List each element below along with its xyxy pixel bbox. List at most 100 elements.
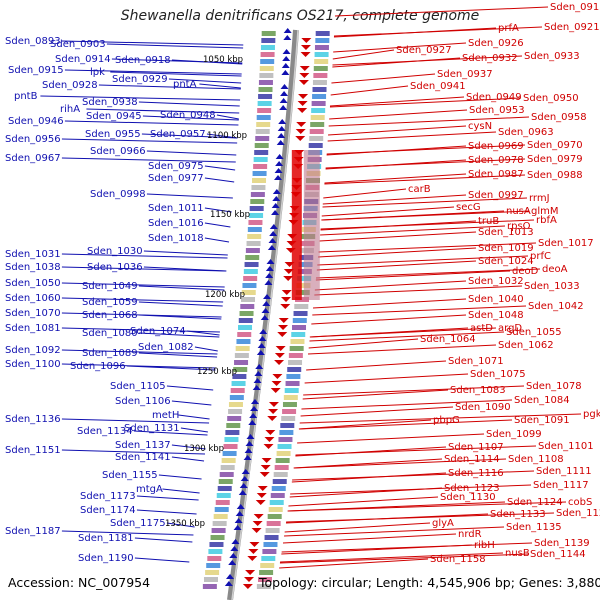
gene-label-lpk[interactable]: lpk [90, 67, 105, 78]
gene-label-sden_1083[interactable]: Sden_1083 [450, 385, 506, 396]
gene-label-sden_1092[interactable]: Sden_1092 [5, 345, 61, 356]
gene-label-sden_1133[interactable]: Sden_1133 [490, 509, 546, 520]
gene-label-sden_0950[interactable]: Sden_0950 [523, 93, 579, 104]
gene-label-secg[interactable]: secG [456, 202, 481, 213]
gene-label-mtga[interactable]: mtgA [136, 484, 163, 495]
gene-label-sden_1013[interactable]: Sden_1013 [478, 227, 534, 238]
gene-label-sden_0956[interactable]: Sden_0956 [5, 134, 61, 145]
gene-label-sden_0975[interactable]: Sden_0975 [148, 161, 204, 172]
gene-label-sden_1124[interactable]: Sden_1124 [507, 497, 563, 508]
gene-label-sden_1139[interactable]: Sden_1139 [534, 538, 590, 549]
gene-label-sden_1190[interactable]: Sden_1190 [78, 553, 134, 564]
gene-label-sden_1030[interactable]: Sden_1030 [87, 246, 143, 257]
gene-label-sden_0946[interactable]: Sden_0946 [8, 116, 64, 127]
gene-label-sden_1062[interactable]: Sden_1062 [498, 340, 554, 351]
gene-label-astd[interactable]: astD [470, 323, 493, 334]
gene-label-sden_1091[interactable]: Sden_1091 [514, 415, 570, 426]
gene-label-pgk[interactable]: pgk [583, 409, 600, 420]
gene-label-sden_1096[interactable]: Sden_1096 [70, 361, 126, 372]
gene-label-sden_1032[interactable]: Sden_1032 [468, 276, 524, 287]
gene-label-sden_1049[interactable]: Sden_1049 [82, 281, 138, 292]
gene-label-sden_1187[interactable]: Sden_1187 [5, 526, 61, 537]
gene-label-sden_1175[interactable]: Sden_1175 [110, 518, 166, 529]
gene-label-sden_1108[interactable]: Sden_1108 [508, 454, 564, 465]
gene-label-ribh[interactable]: ribH [474, 540, 495, 551]
gene-label-sden_1116[interactable]: Sden_1116 [448, 468, 504, 479]
gene-label-sden_1141[interactable]: Sden_1141 [115, 452, 171, 463]
gene-label-sden_1075[interactable]: Sden_1075 [470, 369, 526, 380]
gene-label-sden_1060[interactable]: Sden_1060 [5, 293, 61, 304]
gene-label-sden_0955[interactable]: Sden_0955 [85, 129, 141, 140]
gene-label-sden_1078[interactable]: Sden_1078 [526, 381, 582, 392]
gene-label-sden_1064[interactable]: Sden_1064 [420, 334, 476, 345]
gene-label-rrmj[interactable]: rrmJ [529, 193, 550, 204]
gene-label-sden_1100[interactable]: Sden_1100 [5, 359, 61, 370]
gene-label-riha[interactable]: rihA [60, 104, 80, 115]
gene-label-sden_1031[interactable]: Sden_1031 [5, 249, 61, 260]
gene-label-sden_1130[interactable]: Sden_1130 [440, 492, 496, 503]
gene-label-sden_0970[interactable]: Sden_0970 [527, 140, 583, 151]
gene-label-sden_0978[interactable]: Sden_0978 [468, 155, 524, 166]
gene-label-sden_0929[interactable]: Sden_0929 [112, 74, 168, 85]
gene-label-sden_0969[interactable]: Sden_0969 [468, 141, 524, 152]
gene-label-sden_0915[interactable]: Sden_0915 [8, 65, 64, 76]
gene-label-sden_1074[interactable]: Sden_1074 [130, 326, 186, 337]
gene-label-sden_0966[interactable]: Sden_0966 [90, 146, 146, 157]
gene-label-sden_1016[interactable]: Sden_1016 [148, 218, 204, 229]
gene-label-sden_1127[interactable]: Sden_1127 [556, 508, 600, 519]
gene-label-sden_1018[interactable]: Sden_1018 [148, 233, 204, 244]
gene-label-sden_1117[interactable]: Sden_1117 [533, 480, 589, 491]
gene-label-nrdr[interactable]: nrdR [458, 529, 482, 540]
gene-label-sden_1135[interactable]: Sden_1135 [506, 522, 562, 533]
gene-label-sden_1017[interactable]: Sden_1017 [538, 238, 594, 249]
gene-label-sden_1042[interactable]: Sden_1042 [528, 301, 584, 312]
gene-label-sden_1144[interactable]: Sden_1144 [530, 549, 586, 560]
gene-label-argd[interactable]: argD [498, 323, 522, 334]
gene-label-rpso[interactable]: rpsO [507, 221, 531, 232]
gene-label-sden_1123[interactable]: Sden_1123 [444, 483, 500, 494]
gene-label-pntb[interactable]: pntB [14, 91, 38, 102]
gene-label-meth[interactable]: metH [152, 410, 179, 421]
gene-label-sden_1033[interactable]: Sden_1033 [524, 281, 580, 292]
gene-label-sden_1174[interactable]: Sden_1174 [80, 505, 136, 516]
gene-label-sden_0912[interactable]: Sden_0912 [550, 2, 600, 13]
gene-label-sden_0948[interactable]: Sden_0948 [160, 110, 216, 121]
gene-label-sden_0926[interactable]: Sden_0926 [468, 38, 524, 49]
gene-label-sden_0928[interactable]: Sden_0928 [42, 80, 98, 91]
gene-label-sden_1151[interactable]: Sden_1151 [5, 445, 61, 456]
gene-label-sden_1107[interactable]: Sden_1107 [448, 442, 504, 453]
gene-label-sden_1080[interactable]: Sden_1080 [82, 328, 138, 339]
gene-label-deoa[interactable]: deoA [542, 264, 568, 275]
gene-label-sden_1071[interactable]: Sden_1071 [448, 356, 504, 367]
gene-label-sden_0937[interactable]: Sden_0937 [437, 69, 493, 80]
gene-label-sden_0987[interactable]: Sden_0987 [468, 169, 524, 180]
gene-label-prfc[interactable]: prfC [530, 251, 551, 262]
gene-label-sden_0927[interactable]: Sden_0927 [396, 45, 452, 56]
gene-label-sden_1099[interactable]: Sden_1099 [486, 429, 542, 440]
gene-label-sden_1082[interactable]: Sden_1082 [138, 342, 194, 353]
gene-label-sden_1081[interactable]: Sden_1081 [5, 323, 61, 334]
gene-label-nusa[interactable]: nusA [506, 206, 531, 217]
gene-label-sden_1134[interactable]: Sden_1134 [77, 426, 133, 437]
gene-label-sden_0938[interactable]: Sden_0938 [82, 97, 138, 108]
gene-label-sden_0957[interactable]: Sden_0957 [150, 129, 206, 140]
gene-label-sden_1059[interactable]: Sden_1059 [82, 297, 138, 308]
gene-label-sden_1084[interactable]: Sden_1084 [514, 395, 570, 406]
gene-label-sden_1106[interactable]: Sden_1106 [115, 396, 171, 407]
gene-label-sden_1011[interactable]: Sden_1011 [148, 203, 204, 214]
gene-label-sden_1131[interactable]: Sden_1131 [124, 423, 180, 434]
gene-label-nusb[interactable]: nusB [505, 548, 530, 559]
gene-label-sden_1050[interactable]: Sden_1050 [5, 278, 61, 289]
gene-label-sden_0979[interactable]: Sden_0979 [527, 154, 583, 165]
gene-label-sden_1114[interactable]: Sden_1114 [444, 454, 500, 465]
gene-label-sden_1136[interactable]: Sden_1136 [5, 414, 61, 425]
gene-label-sden_0997[interactable]: Sden_0997 [468, 190, 524, 201]
gene-label-rbfa[interactable]: rbfA [536, 215, 557, 226]
gene-label-sden_1048[interactable]: Sden_1048 [468, 310, 524, 321]
gene-label-glmm[interactable]: glmM [531, 206, 559, 217]
gene-label-sden_0958[interactable]: Sden_0958 [531, 112, 587, 123]
gene-label-cobs[interactable]: cobS [568, 497, 592, 508]
gene-label-sden_1173[interactable]: Sden_1173 [80, 491, 136, 502]
gene-label-sden_1038[interactable]: Sden_1038 [5, 262, 61, 273]
gene-label-sden_1070[interactable]: Sden_1070 [5, 308, 61, 319]
